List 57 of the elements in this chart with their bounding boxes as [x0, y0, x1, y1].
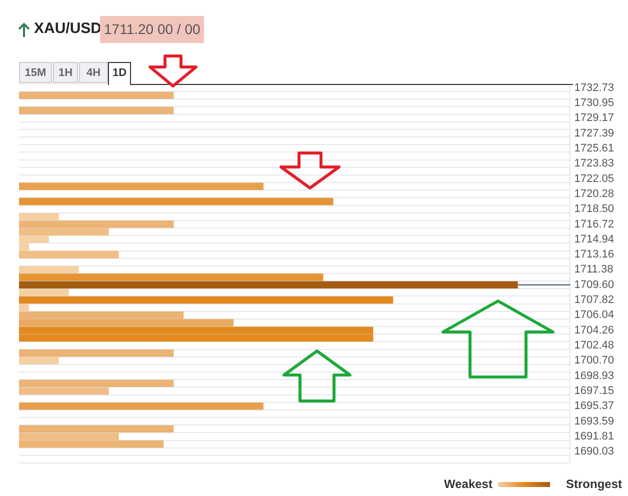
bar — [19, 266, 79, 274]
bar — [19, 92, 174, 100]
bar — [19, 198, 334, 206]
y-tick-label: 1714.94 — [574, 233, 614, 246]
text: 1D — [108, 62, 131, 85]
y-tick-label: 1697.15 — [574, 385, 614, 398]
bar — [19, 296, 394, 304]
bar — [19, 440, 164, 448]
y-tick-label: 1693.59 — [574, 415, 614, 428]
bar — [19, 281, 518, 289]
bar — [19, 304, 29, 312]
text: 15M — [19, 62, 52, 83]
bar — [19, 319, 234, 326]
bar — [19, 213, 59, 220]
y-tick-label: 1729.17 — [574, 112, 614, 124]
bar — [19, 402, 264, 410]
bar — [19, 182, 264, 190]
y-tick-label: 1695.37 — [574, 400, 614, 412]
chart-title: XAU/USD — [34, 20, 102, 37]
y-tick-label: 1727.39 — [574, 127, 614, 140]
y-tick-label: 1709.60 — [574, 278, 614, 291]
y-tick-label: 1720.28 — [574, 188, 614, 200]
text: 1H — [53, 62, 78, 83]
y-tick-label: 1707.82 — [574, 294, 614, 306]
y-tick-label: 1725.61 — [574, 142, 614, 154]
y-tick-label: 1732.73 — [574, 82, 614, 94]
bar — [19, 357, 59, 364]
bar — [19, 380, 174, 388]
y-tick-label: 1706.04 — [574, 309, 614, 322]
y-tick-label: 1704.26 — [574, 324, 614, 336]
bar — [19, 349, 174, 357]
text: 4H — [79, 62, 108, 83]
bar — [19, 288, 69, 296]
bar — [19, 220, 174, 228]
y-tick-label: 1716.72 — [574, 218, 614, 230]
y-tick-label: 1702.48 — [574, 340, 614, 352]
y-tick-label: 1690.03 — [574, 446, 614, 458]
y-tick-label: 1713.16 — [574, 248, 614, 261]
y-tick-label: 1722.05 — [574, 172, 614, 185]
text: Strongest — [566, 477, 622, 491]
y-tick-label: 1700.70 — [574, 354, 614, 367]
bar — [19, 228, 109, 236]
y-tick-label: 1698.93 — [574, 370, 614, 382]
y-tick-label: 1711.38 — [574, 264, 614, 276]
bar — [19, 274, 324, 281]
y-tick-label: 1730.95 — [574, 96, 614, 109]
bar — [19, 106, 174, 114]
y-tick-label: 1718.50 — [574, 203, 614, 216]
chart-subtitle: 1711.20 00 / 00 — [100, 16, 204, 43]
bar — [19, 250, 119, 258]
bar — [19, 387, 109, 395]
bar — [19, 312, 184, 319]
y-tick-label: 1723.83 — [574, 158, 614, 170]
y-tick-label: 1691.81 — [574, 430, 614, 442]
text: Weakest — [444, 477, 492, 491]
bar — [19, 425, 174, 433]
bar — [19, 432, 119, 440]
